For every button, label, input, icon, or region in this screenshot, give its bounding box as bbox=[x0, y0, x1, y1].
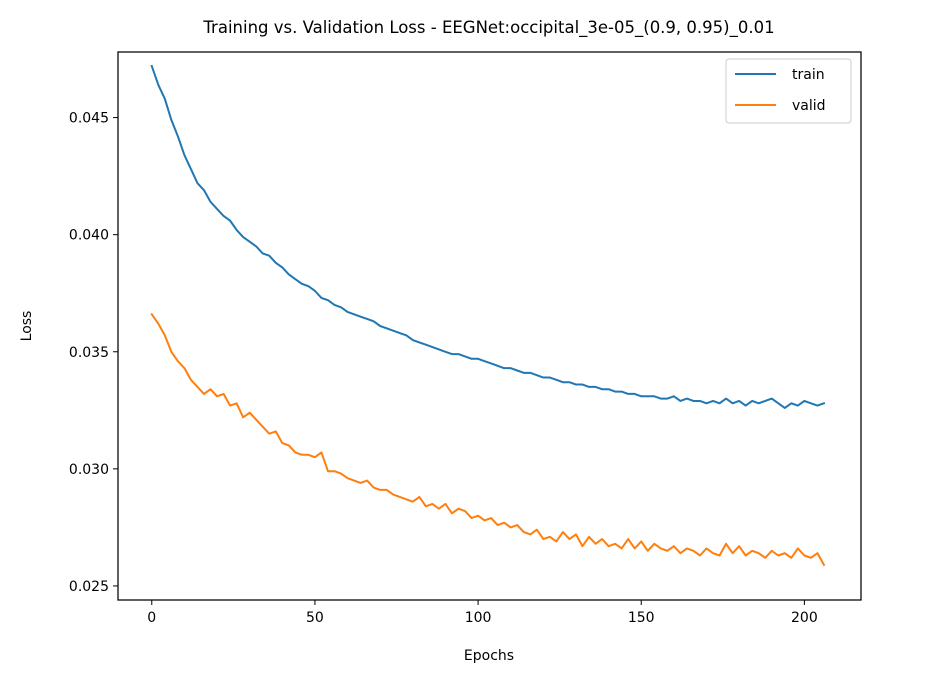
y-tick-label: 0.040 bbox=[69, 228, 109, 244]
legend-label-train: train bbox=[792, 67, 825, 83]
x-tick-label: 50 bbox=[306, 610, 324, 626]
y-tick-label: 0.030 bbox=[69, 462, 109, 478]
y-axis-label: Loss bbox=[19, 311, 35, 342]
y-axis: 0.025 0.030 0.035 0.040 0.045 bbox=[69, 111, 118, 595]
legend-label-valid: valid bbox=[792, 98, 826, 114]
x-axis-label: Epochs bbox=[464, 648, 514, 664]
series-line-valid bbox=[150, 312, 826, 567]
y-tick-label: 0.025 bbox=[69, 579, 109, 595]
legend-box bbox=[725, 58, 852, 124]
x-tick-label: 100 bbox=[465, 610, 492, 626]
x-tick-label: 0 bbox=[147, 610, 156, 626]
plot-frame bbox=[117, 51, 862, 601]
y-tick-label: 0.035 bbox=[69, 345, 109, 361]
chart-title: Training vs. Validation Loss - EEGNet:oc… bbox=[202, 18, 774, 38]
series-layer bbox=[150, 64, 826, 567]
x-tick-label: 150 bbox=[628, 610, 655, 626]
x-tick-label: 200 bbox=[791, 610, 818, 626]
x-axis: 0 50 100 150 200 bbox=[147, 600, 818, 626]
legend: train valid bbox=[725, 58, 852, 124]
series-line-train bbox=[150, 64, 826, 409]
plot-area bbox=[117, 51, 862, 601]
y-tick-label: 0.045 bbox=[69, 111, 109, 127]
